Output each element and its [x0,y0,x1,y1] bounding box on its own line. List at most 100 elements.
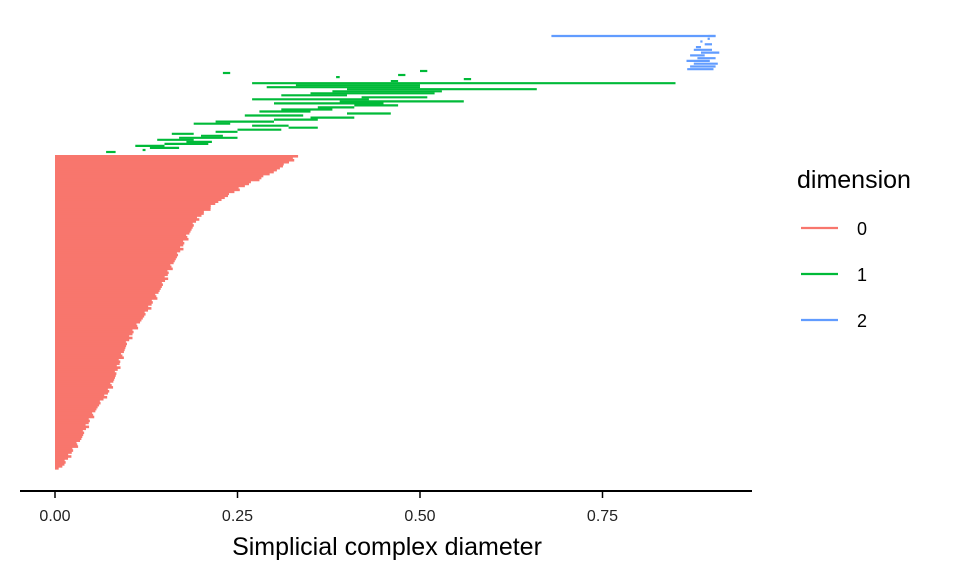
dimension-0-bar [55,322,137,326]
dimension-0-bar [55,301,153,304]
dimension-0-bar [55,245,181,249]
dimension-0-bar [55,261,174,265]
dimension-0-bar [55,433,84,437]
dimension-0-bar [55,257,176,261]
dimension-0-bar [55,297,158,300]
dimension-0-bar [55,170,274,174]
dimension-0-bar [55,382,111,385]
dimension-0-bar [55,386,114,389]
dimension-0-bar [55,328,133,332]
dimension-0-bar [55,407,97,411]
dimension-0-bar [55,368,118,371]
dimension-0-bar [55,364,117,367]
dimension-0-bar [55,376,116,379]
dimension-0-bar [55,184,245,188]
x-tick-label: 0.00 [39,508,70,525]
dimension-0-bar [55,467,59,470]
dimension-0-bar [55,350,124,354]
dimension-0-bar [55,216,197,219]
dimension-0-bar [55,291,159,294]
dimension-0-bar [55,338,130,342]
dimension-0-bar [55,188,240,192]
dimension-0-bar [55,340,126,344]
dimension-0-bar [55,405,98,409]
dimension-0-bar [55,259,175,263]
dimension-0-bar [55,445,79,448]
dimension-0-bar [55,281,162,284]
dimension-0-bar [55,330,134,334]
dimension-0-bar [55,346,126,350]
dimension-0-bar [55,431,85,435]
dimension-0-bar [55,194,228,198]
dimension-0-bar [55,320,141,324]
dimension-0-bar [55,429,83,433]
x-tick-label: 0.50 [404,508,435,525]
dimension-0-bar [55,285,162,288]
dimension-0-bar [55,380,114,383]
dimension-0-bar [55,384,112,387]
dimension-0-bar [55,210,204,213]
dimension-0-bar [55,439,81,442]
dimension-0-bar [55,366,121,369]
dimension-0-bar [55,395,108,399]
dimension-0-bar [55,461,66,464]
dimension-0-bar [55,413,94,417]
dimension-2-bars [551,34,720,71]
x-tick-label: 0.25 [222,508,253,525]
dimension-0-bar [55,342,127,346]
dimension-0-bar [55,457,69,460]
dimension-0-bar [55,202,216,205]
dimension-0-bar [55,459,65,462]
dimension-0-bar [55,228,192,231]
dimension-0-bar [55,239,184,243]
dimension-0-bar [55,186,239,190]
dimension-0-bar [55,399,100,403]
legend-label: 0 [857,219,867,239]
dimension-0-bar [55,162,284,166]
dimension-0-bar [55,166,280,170]
dimension-0-bar [55,160,289,164]
legend-label: 1 [857,265,867,285]
dimension-0-bar [55,378,115,381]
dimension-0-bar [55,451,72,454]
dimension-0-bar [55,370,115,373]
dimension-0-bar [55,237,189,241]
dimension-0-bar [55,271,169,275]
dimension-0-bar [55,356,124,360]
x-axis-ticks: 0.00 0.25 0.50 0.75 [39,491,618,525]
dimension-0-bar [55,255,177,259]
dimension-0-bar [55,283,163,286]
dimension-0-bar [55,311,145,314]
dimension-0-bar [55,232,190,235]
x-tick-label: 0.75 [587,508,618,525]
dimension-0-bar [55,419,90,423]
dimension-0-bar [55,174,264,178]
dimension-0-bar [55,208,211,211]
dimension-0-bar [55,265,172,269]
x-axis-title: Simplicial complex diameter [232,533,542,561]
dimension-0-bar [55,388,108,391]
dimension-0-bar [55,455,72,458]
dimension-0-bar [55,196,225,200]
dimension-0-bar [55,241,185,245]
dimension-0-bar [55,220,197,223]
dimension-0-bar [55,204,211,207]
dimension-0-bar [55,374,116,377]
dimension-0-bar [55,465,63,468]
dimension-0-bar [55,447,73,450]
dimension-0-bar [55,352,121,356]
dimension-0-bar [55,226,193,229]
dimension-0-bar [55,453,69,456]
dimension-0-bar [55,307,152,310]
dimension-0-bar [55,180,251,184]
legend-entries: 0 1 2 [801,219,867,331]
dimension-0-bar [55,214,202,217]
dimension-0-bar [55,251,177,255]
dimension-0-bar [55,222,193,225]
dimension-0-bar [55,243,184,247]
dimension-0-bar [55,393,105,397]
dimension-0-bar [55,299,152,302]
dimension-0-bar [55,358,119,362]
dimension-0-bar [55,449,74,452]
